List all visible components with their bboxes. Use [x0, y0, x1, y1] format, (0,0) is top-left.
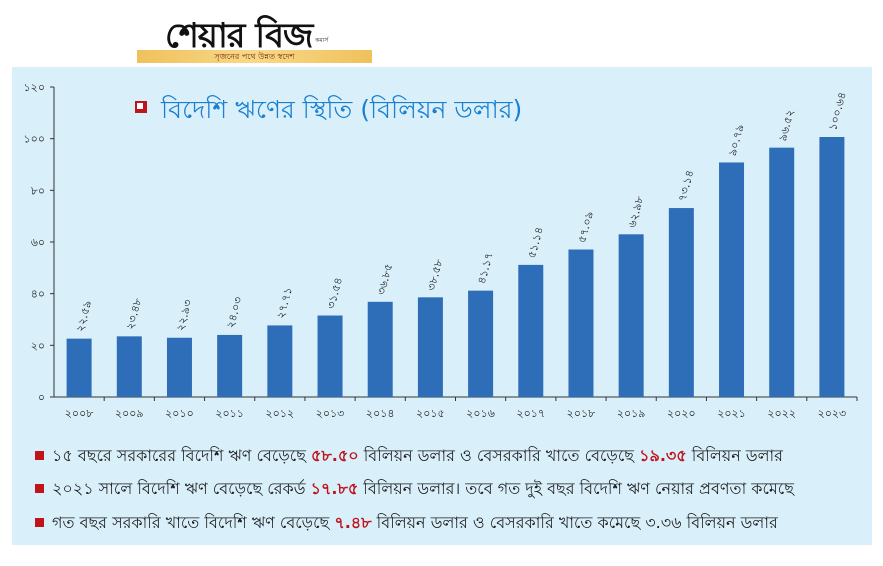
- bar-value-label: ৯৬.৫২: [776, 108, 797, 142]
- red-square-bullet-icon: [35, 518, 44, 527]
- bar: [769, 147, 795, 397]
- bar-value-label: ২৪.০৩: [224, 295, 245, 329]
- x-tick-label: ২০২২: [767, 407, 796, 420]
- bar: [66, 338, 92, 397]
- brand-tagline-bar: সৃজনের পথে উন্নত স্বদেশ: [137, 50, 372, 63]
- y-tick-label: ৪০: [31, 288, 45, 301]
- bar: [518, 264, 544, 397]
- bar-value-label: ২৩.৪৮: [124, 297, 145, 331]
- bar: [568, 249, 594, 397]
- brand-suffix: কমার্স: [315, 37, 329, 44]
- x-tick-label: ২০১৪: [366, 407, 395, 420]
- y-tick-label: ৮০: [31, 184, 45, 197]
- bar: [367, 301, 393, 397]
- highlighted-number: ৭.৪৮: [334, 513, 372, 532]
- bar: [719, 162, 745, 397]
- bar: [317, 315, 343, 397]
- x-tick-label: ২০০৮: [65, 407, 94, 420]
- red-square-bullet-icon: [35, 451, 44, 460]
- x-tick-label: ২০০৯: [115, 407, 144, 420]
- note-text: বিলিয়ন ডলার। তবে গত দুই বছর বিদেশি ঋণ ন…: [358, 479, 794, 498]
- bar-chart: ০ ২০ ৪০ ৬০ ৮০ ১০০ ১২০ ২২.৫৯ ২০০৮ ২৩.৪৮ ২০০৯ ২২.৯৩ ২০…: [24, 81, 858, 420]
- bar-value-label: ৪১.১৭: [475, 251, 496, 285]
- note-text: বিলিয়ন ডলার ও বেসরকারি খাতে বেড়েছে: [358, 446, 640, 465]
- bar-value-label: ৬২.৯৮: [625, 195, 646, 229]
- note-text: বিলিয়ন ডলার: [686, 446, 783, 465]
- x-tick-label: ২০১৯: [617, 407, 646, 420]
- bar: [417, 297, 443, 397]
- bar-value-label: ২২.৯৩: [174, 298, 195, 332]
- bar: [116, 336, 142, 397]
- bar: [819, 137, 845, 397]
- bar-value-label: ১০০.৬৪: [826, 91, 849, 132]
- highlighted-number: ১৭.৮৫: [310, 479, 359, 498]
- red-square-icon: [135, 98, 147, 113]
- x-tick-label: ২০১৫: [416, 407, 445, 420]
- bar: [217, 334, 243, 397]
- note-line-1: ১৫ বছরে সরকারের বিদেশি ঋণ বেড়েছে ৫৮.৫০ …: [35, 443, 783, 470]
- y-tick-label: ১২০: [24, 81, 45, 94]
- x-tick-label: ২০১৩: [316, 407, 345, 420]
- bar-value-label: ২৭.৭১: [274, 286, 295, 320]
- note-text: বিলিয়ন ডলার ও বেসরকারি খাতে কমেছে ৩.৩৬ …: [371, 513, 778, 532]
- bar-value-label: ৭৩.১৪: [676, 168, 697, 202]
- chart-title: বিদেশি ঋণের স্থিতি (বিলিয়ন ডলার): [161, 95, 523, 124]
- bar-value-label: ২২.৫৯: [73, 299, 94, 333]
- bar-value-label: ৯০.৭৯: [726, 123, 747, 157]
- bar: [267, 325, 293, 397]
- brand-logo: শেয়ার বিজ কমার্স সৃজনের পথে উন্নত স্বদে…: [137, 4, 372, 66]
- chart-panel: ০ ২০ ৪০ ৬০ ৮০ ১০০ ১২০ ২২.৫৯ ২০০৮ ২৩.৪৮ ২০০৯ ২২.৯৩ ২০…: [12, 67, 872, 545]
- bar-value-label: ৫১.১৪: [525, 225, 546, 259]
- brand-name: শেয়ার বিজ: [165, 16, 313, 56]
- highlighted-number: ৫৮.৫০: [311, 446, 359, 465]
- note-line-3: গত বছর সরকারি খাতে বিদেশি ঋণ বেড়েছে ৭.৪…: [35, 510, 778, 537]
- x-tick-label: ২০১৭: [516, 407, 545, 420]
- x-tick-label: ২০১১: [215, 407, 244, 420]
- bar-value-label: ৩৬.৮৫: [375, 262, 396, 296]
- note-text: ১৫ বছরে সরকারের বিদেশি ঋণ বেড়েছে: [52, 446, 311, 465]
- note-text: ২০২১ সালে বিদেশি ঋণ বেড়েছে রেকর্ড: [52, 479, 311, 498]
- note-line-2: ২০২১ সালে বিদেশি ঋণ বেড়েছে রেকর্ড ১৭.৮৫…: [35, 476, 794, 503]
- x-tick-label: ২০১০: [165, 407, 194, 420]
- y-tick-label: ২০: [31, 339, 45, 352]
- x-tick-label: ২০১৮: [567, 407, 596, 420]
- note-text: গত বছর সরকারি খাতে বিদেশি ঋণ বেড়েছে: [52, 513, 335, 532]
- bar: [618, 234, 644, 397]
- x-tick-label: ২০২০: [667, 407, 696, 420]
- x-tick-label: ২০২১: [717, 407, 746, 420]
- bar: [468, 290, 494, 397]
- bar-value-label: ৩১.৫৪: [324, 276, 345, 310]
- bar-value-label: ৩৮.৫৮: [425, 258, 446, 292]
- red-square-bullet-icon: [35, 484, 44, 493]
- x-tick-label: ২০২৩: [818, 407, 847, 420]
- bar-value-label: ৫৭.০৯: [575, 210, 596, 244]
- y-tick-label: ০: [38, 391, 45, 404]
- brand-tagline: সৃজনের পথে উন্নত স্বদেশ: [214, 52, 295, 61]
- bar: [668, 208, 694, 397]
- x-tick-label: ২০১৬: [466, 407, 495, 420]
- x-tick-label: ২০১২: [266, 407, 295, 420]
- y-tick-label: ৬০: [31, 236, 45, 249]
- y-tick-label: ১০০: [24, 133, 45, 146]
- bar: [166, 337, 192, 397]
- highlighted-number: ১৯.৩৫: [639, 446, 687, 465]
